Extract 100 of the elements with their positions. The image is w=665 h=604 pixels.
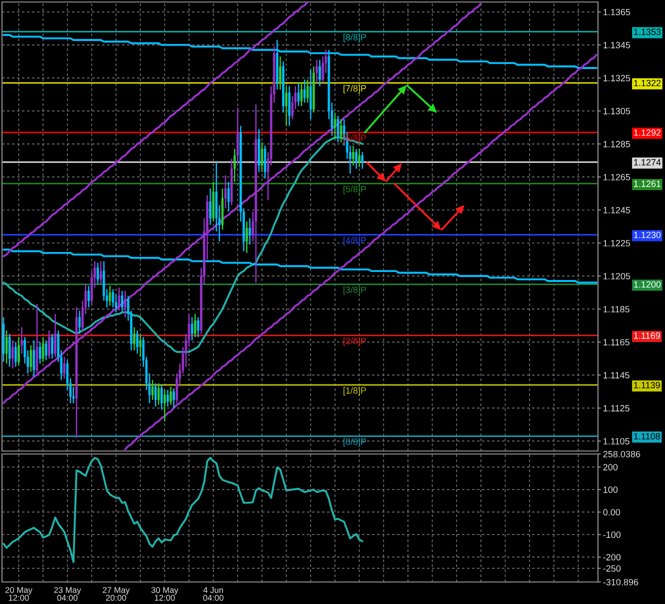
candlestick — [11, 340, 14, 370]
candlestick — [300, 82, 303, 107]
ref-line-label: [1/8]P — [344, 387, 366, 396]
y-tick-label: 1.1105 — [604, 438, 630, 444]
candlestick — [285, 86, 288, 126]
candlestick — [54, 313, 56, 358]
candlestick — [194, 313, 196, 338]
candlestick — [297, 82, 300, 107]
y-tick-label: 0.00 — [603, 509, 620, 516]
candlestick — [100, 260, 102, 285]
candlestick — [139, 333, 142, 358]
candlestick — [151, 379, 154, 400]
y-tick-label: 1.1125 — [604, 405, 630, 412]
candlestick — [120, 290, 124, 313]
ref-line-label: [5/8]P — [344, 186, 366, 194]
y-tick-label: -310.896 — [603, 578, 638, 586]
candlestick — [160, 384, 163, 410]
candlestick — [233, 148, 236, 183]
line-series — [2, 456, 364, 563]
candlestick — [224, 174, 227, 209]
y-tick-label: 1.1285 — [604, 140, 630, 148]
x-tick-label: 20 May 12:00 — [5, 587, 32, 601]
candlestick — [260, 142, 264, 173]
candlestick — [318, 59, 321, 87]
candlestick — [38, 341, 42, 364]
y2-tick-label: 1.1353 — [634, 28, 661, 36]
candlestick — [309, 69, 312, 120]
candlestick — [196, 316, 200, 338]
candlestick — [358, 148, 360, 168]
y-tick-label: 1.1305 — [604, 108, 630, 114]
y-tick-label: -100 — [603, 532, 621, 538]
y2-tick-label: 1.1292 — [634, 129, 661, 136]
candlestick — [20, 326, 23, 354]
candlestick — [227, 181, 230, 212]
candlestick — [63, 356, 66, 379]
y2-tick-label: 1.1322 — [634, 80, 661, 86]
y2-tick-label: 1.1169 — [634, 332, 660, 339]
ref-line-label: [8/8]P — [344, 34, 366, 42]
candlestick — [170, 386, 172, 406]
candlestick — [246, 220, 248, 254]
candlestick — [14, 341, 17, 368]
candlestick — [124, 290, 126, 318]
candlestick — [48, 330, 50, 360]
x-tick-label: 23 May 04:00 — [54, 587, 82, 601]
y2-tick-label: 1.1139 — [634, 382, 660, 388]
ref-line-label: [4/8]P — [344, 236, 366, 246]
candlestick — [18, 336, 20, 366]
candlestick — [209, 188, 212, 226]
candlestick — [51, 333, 54, 360]
y-tick-label: 1.1185 — [604, 306, 630, 312]
candlestick — [112, 288, 114, 308]
candlestick — [133, 326, 136, 351]
line-series — [2, 2, 309, 258]
candlestick — [288, 86, 291, 126]
y-tick-label: 1.1165 — [604, 339, 630, 346]
candlestick — [30, 344, 32, 372]
candlestick — [157, 382, 160, 406]
y-tick-label: 1.1225 — [604, 240, 630, 246]
y2-tick-label: 1.1230 — [634, 232, 661, 238]
candlestick — [336, 115, 340, 143]
candlestick — [96, 262, 99, 285]
candlestick — [352, 144, 354, 166]
ref-line-label: [0/8]P — [344, 438, 366, 447]
x-tick-label: 4 Jun 04:00 — [203, 587, 224, 601]
candlestick — [42, 336, 44, 362]
candlestick — [248, 218, 251, 246]
y-tick-label: 1.1325 — [604, 74, 630, 82]
candlestick — [154, 382, 157, 408]
y2-tick-label: 1.1261 — [634, 180, 661, 187]
y-tick-label: 200 — [603, 464, 618, 470]
candlestick — [32, 340, 36, 378]
candlestick — [166, 389, 169, 408]
ref-line-label: [7/8]P — [344, 84, 366, 94]
y2-tick-label: 1.1108 — [634, 433, 660, 440]
candlestick — [136, 330, 138, 354]
y-tick-label: 1.1245 — [604, 206, 630, 214]
x-tick-label: 30 May 12:00 — [151, 587, 178, 601]
line-series — [2, 2, 482, 404]
candlestick — [8, 333, 11, 368]
candlestick — [118, 286, 120, 312]
x-tick-label: 27 May 20:00 — [102, 587, 130, 601]
candlestick — [164, 389, 166, 422]
candlestick — [78, 310, 81, 334]
ref-line-label: [2/8]P — [344, 338, 366, 346]
y-tick-label: 1.1265 — [604, 174, 630, 180]
y-tick-label: 1.1345 — [604, 42, 630, 48]
ref-line-label: [3/8]P — [344, 286, 366, 295]
y-tick-label: 1.1365 — [604, 8, 630, 16]
candlestick — [108, 285, 112, 306]
y-tick-label: -200 — [603, 554, 621, 560]
y-tick-label: -250 — [603, 565, 621, 572]
candlestick — [306, 78, 309, 104]
candlestick — [172, 388, 175, 409]
y-tick-label: 100 — [604, 486, 618, 493]
candlestick — [264, 144, 266, 180]
y2-tick-label: 1.1274 — [634, 159, 661, 166]
candlestick — [334, 112, 336, 140]
y-tick-label: 1.1205 — [604, 272, 630, 280]
y-tick-label: 258.0386 — [603, 450, 640, 458]
candlestick — [88, 285, 90, 308]
